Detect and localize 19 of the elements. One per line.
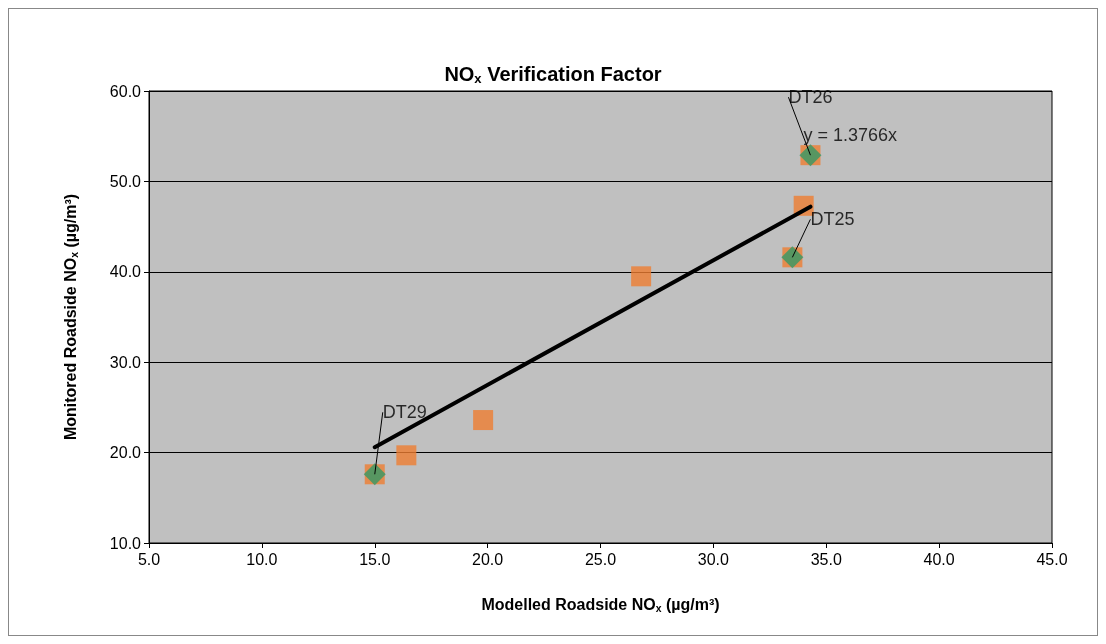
- y-axis-title: Monitored Roadside NOx (µg/m³): [61, 193, 80, 441]
- x-tick-label: 10.0: [246, 550, 278, 568]
- x-tick-label: 15.0: [359, 550, 391, 568]
- y-tick-label: 10.0: [109, 534, 142, 552]
- annotation: DT29: [382, 402, 427, 423]
- y-tick-label: 50.0: [109, 172, 142, 190]
- y-tick-label: 40.0: [109, 263, 142, 281]
- x-tick-label: 35.0: [810, 550, 842, 568]
- y-tick-label: 20.0: [109, 444, 142, 462]
- x-tick-label: 20.0: [472, 550, 504, 568]
- annotation: y = 1.3766x: [803, 124, 898, 145]
- y-tick-label: 30.0: [109, 353, 142, 371]
- y-tick-label: 60.0: [109, 82, 142, 100]
- x-tick-label: 5.0: [137, 550, 161, 568]
- x-tick-label: 45.0: [1036, 550, 1068, 568]
- x-tick-label: 30.0: [697, 550, 730, 568]
- x-tick-label: 40.0: [923, 550, 955, 568]
- x-tick-label: 25.0: [584, 550, 617, 568]
- annotation: DT25: [810, 209, 855, 230]
